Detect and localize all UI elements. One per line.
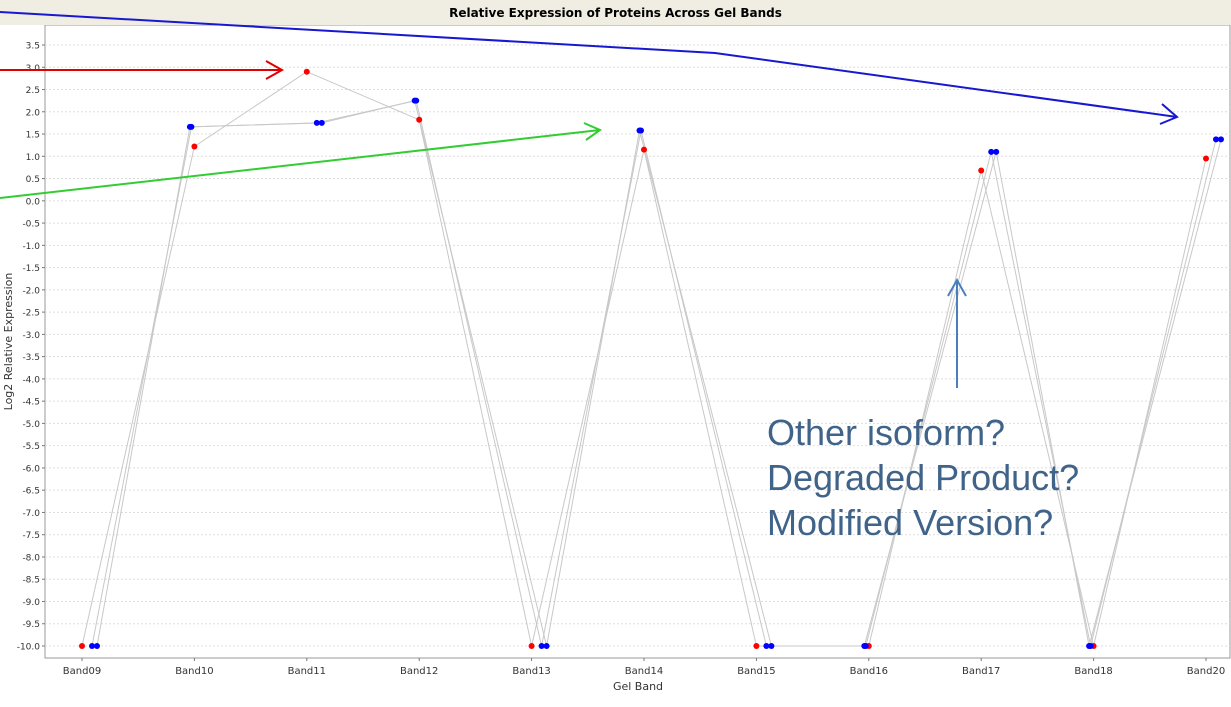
x-tick-label: Band16	[850, 666, 888, 677]
data-point	[636, 127, 643, 134]
data-point	[763, 643, 770, 649]
y-tick-label: -1.5	[22, 264, 40, 274]
note-arrow-head	[947, 277, 967, 297]
y-tick-label: -6.0	[22, 464, 40, 474]
chart-title: Relative Expression of Proteins Across G…	[449, 6, 782, 20]
data-point	[303, 68, 310, 75]
green-arrow-head	[583, 122, 603, 141]
data-point	[543, 643, 550, 649]
x-tick-label: Band20	[1187, 666, 1225, 677]
data-point	[1086, 643, 1093, 649]
y-tick-label: -5.0	[22, 420, 40, 430]
plot-area	[44, 24, 1231, 659]
data-point	[988, 148, 995, 155]
x-tick-label: Band18	[1074, 666, 1112, 677]
y-tick-label: 1.5	[26, 131, 40, 141]
y-tick-label: -1.0	[22, 242, 40, 252]
data-point	[978, 167, 985, 174]
x-tick-label: Band14	[625, 666, 663, 677]
y-tick-label: -3.0	[22, 331, 40, 341]
y-tick-label: -10.0	[17, 643, 41, 653]
annotation-line-2: Degraded Product?	[767, 457, 1080, 498]
x-tick-label: Band13	[512, 666, 550, 677]
data-point	[993, 148, 1000, 155]
series-points	[79, 68, 1224, 649]
x-tick-label: Band15	[737, 666, 775, 677]
data-point	[641, 146, 647, 153]
data-point	[191, 143, 198, 150]
blue-arrow	[0, 11, 1178, 118]
y-tick-label: -2.0	[22, 286, 40, 296]
x-tick-label: Band11	[288, 666, 326, 677]
y-tick-label: -7.0	[22, 509, 40, 519]
x-tick-label: Band17	[962, 666, 1000, 677]
data-point	[79, 643, 85, 649]
data-point	[186, 123, 193, 130]
y-tick-label: 0.0	[26, 197, 41, 207]
x-tick-label: Band09	[63, 666, 101, 677]
data-point	[528, 643, 535, 649]
y-tick-label: -9.0	[22, 598, 40, 608]
data-point	[861, 643, 868, 649]
data-point	[313, 119, 320, 126]
red-arrow-head	[265, 60, 285, 80]
y-tick-label: -6.5	[22, 487, 40, 497]
y-tick-label: 1.0	[26, 153, 41, 163]
y-tick-label: 3.5	[26, 42, 40, 52]
data-point	[416, 116, 423, 123]
data-point	[538, 643, 545, 649]
data-point	[753, 643, 760, 649]
y-tick-label: -5.5	[22, 442, 40, 452]
data-point	[89, 643, 95, 649]
data-point	[1218, 136, 1224, 143]
data-point	[318, 119, 325, 126]
data-point	[1213, 136, 1219, 143]
data-point	[1203, 155, 1209, 162]
y-tick-label: -8.0	[22, 553, 40, 563]
green-arrow	[0, 129, 601, 199]
y-tick-label: -2.5	[22, 309, 40, 319]
x-tick-label: Band12	[400, 666, 438, 677]
data-point	[94, 643, 100, 649]
title-band	[0, 0, 1231, 25]
data-point	[411, 97, 418, 104]
data-point	[768, 643, 775, 649]
y-axis-label: Log2 Relative Expression	[2, 273, 15, 411]
y-tick-label: 0.5	[26, 175, 40, 185]
blue-arrow-head	[1159, 103, 1179, 125]
x-tick-label: Band10	[175, 666, 213, 677]
y-tick-label: 2.0	[26, 108, 41, 118]
y-tick-label: 2.5	[26, 86, 40, 96]
annotation-line-1: Other isoform?	[767, 412, 1006, 453]
annotation-line-3: Modified Version?	[767, 502, 1054, 543]
y-tick-label: -9.5	[22, 620, 40, 630]
y-tick-label: -7.5	[22, 531, 40, 541]
y-tick-label: -4.0	[22, 375, 40, 385]
y-tick-label: -0.5	[22, 220, 40, 230]
y-tick-label: -8.5	[22, 576, 40, 586]
y-tick-label: -4.5	[22, 398, 40, 408]
y-tick-label: -3.5	[22, 353, 40, 363]
y-tick-label: 3.0	[26, 64, 41, 74]
x-axis-label: Gel Band	[613, 680, 663, 693]
annotation-note: Other isoform? Degraded Product? Modifie…	[767, 410, 1197, 545]
